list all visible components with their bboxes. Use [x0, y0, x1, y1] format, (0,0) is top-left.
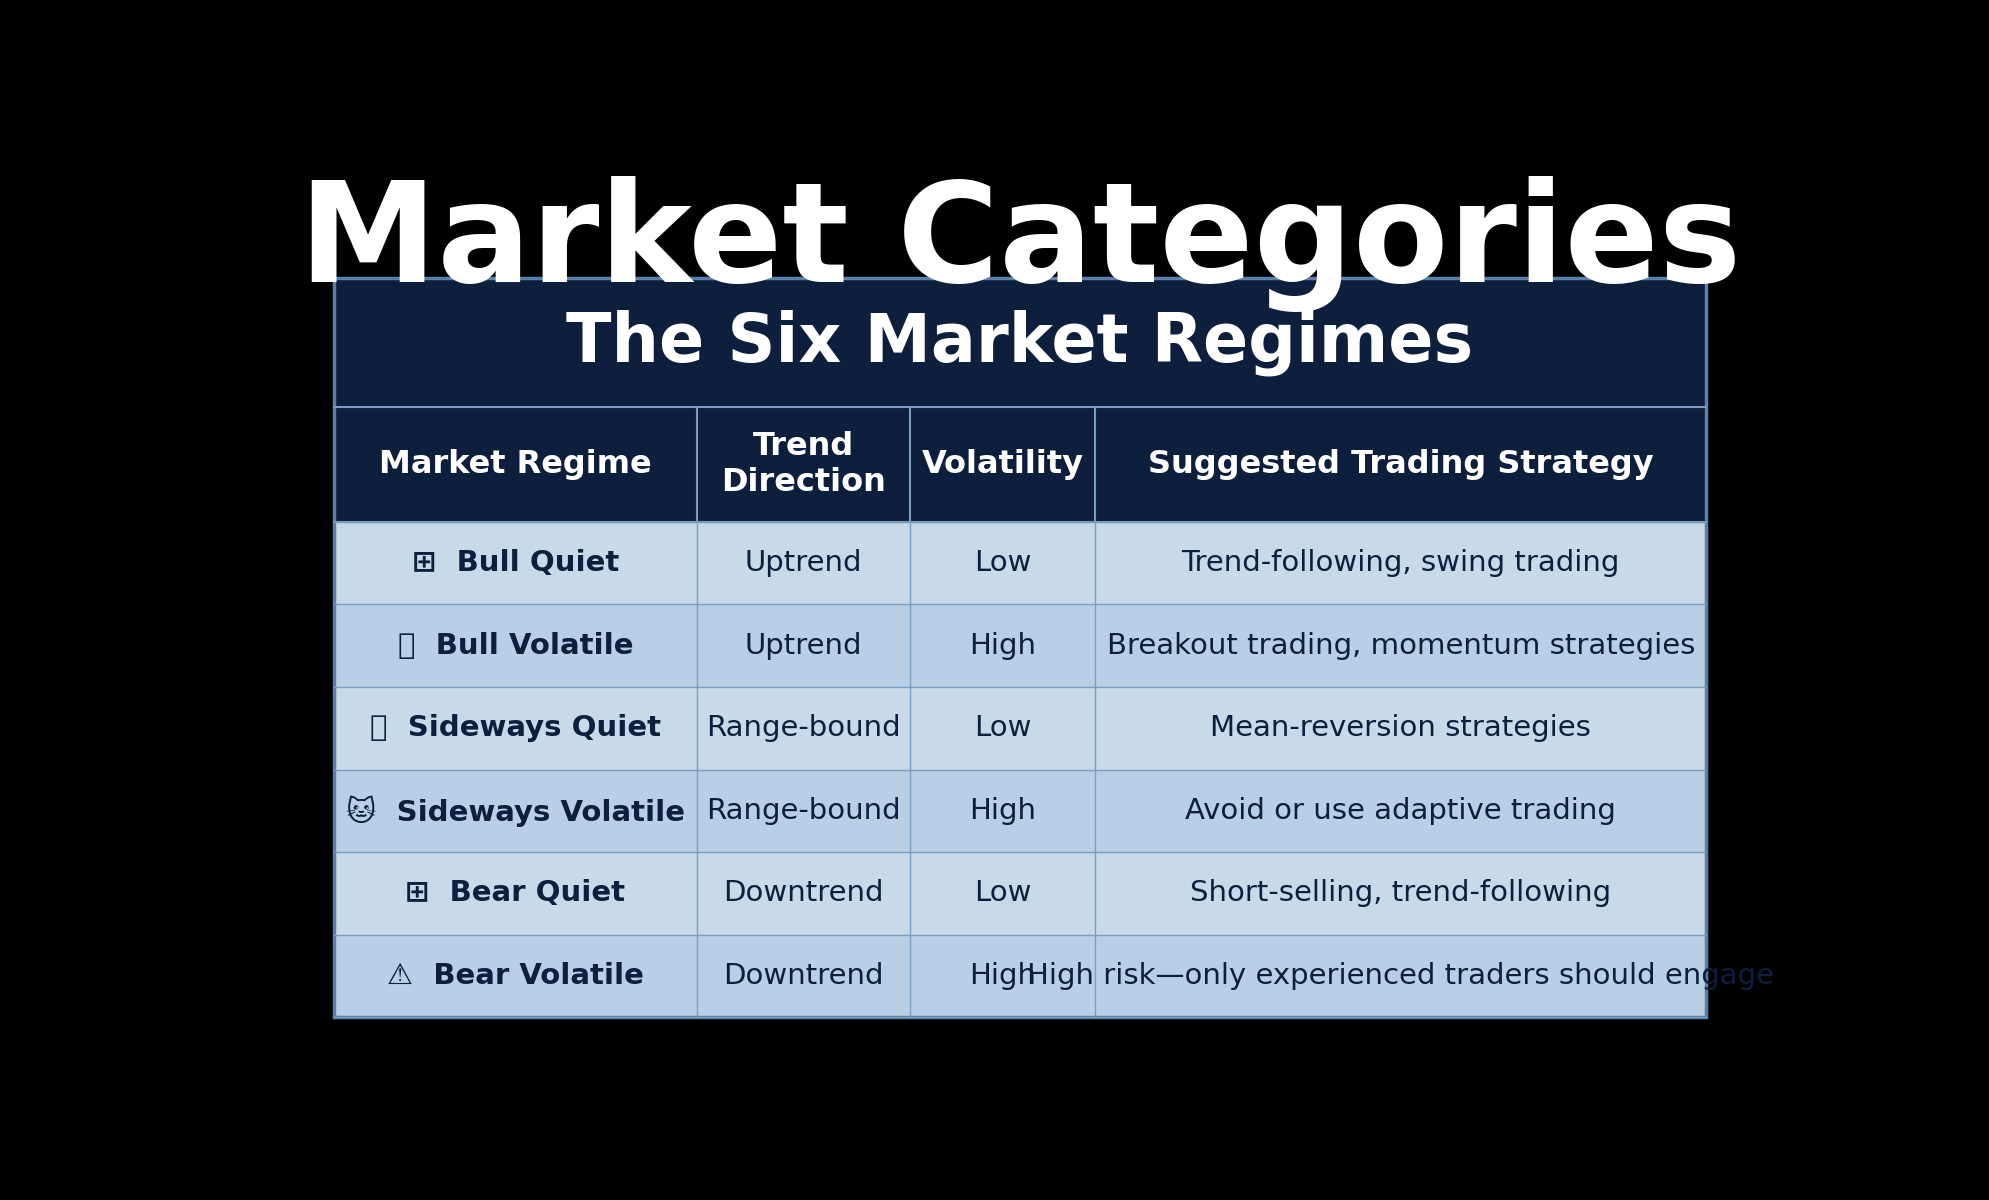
Bar [334, 688, 1705, 769]
Text: ⊞  Bear Quiet: ⊞ Bear Quiet [406, 880, 625, 907]
Bar [334, 522, 1705, 605]
Text: ⊞  Bull Quiet: ⊞ Bull Quiet [412, 550, 619, 577]
Text: Downtrend: Downtrend [724, 962, 883, 990]
Text: ⧈  Sideways Quiet: ⧈ Sideways Quiet [370, 714, 660, 743]
Text: Trend
Direction: Trend Direction [720, 431, 885, 498]
Bar [334, 407, 1705, 522]
Text: Uptrend: Uptrend [744, 631, 861, 660]
Bar [334, 605, 1705, 688]
Text: Avoid or use adaptive trading: Avoid or use adaptive trading [1185, 797, 1615, 824]
Bar [334, 278, 1705, 1018]
Text: Low: Low [973, 880, 1030, 907]
Text: Trend-following, swing trading: Trend-following, swing trading [1181, 550, 1619, 577]
Bar [334, 852, 1705, 935]
Text: Volatility: Volatility [921, 449, 1084, 480]
Text: Downtrend: Downtrend [724, 880, 883, 907]
Text: Mean-reversion strategies: Mean-reversion strategies [1209, 714, 1591, 743]
Text: Market Regime: Market Regime [380, 449, 652, 480]
Text: Short-selling, trend-following: Short-selling, trend-following [1189, 880, 1611, 907]
Text: High: High [969, 962, 1036, 990]
Bar [334, 278, 1705, 407]
Text: 🐱  Sideways Volatile: 🐱 Sideways Volatile [346, 796, 684, 827]
Text: ⚠  Bear Volatile: ⚠ Bear Volatile [386, 962, 644, 990]
Text: Suggested Trading Strategy: Suggested Trading Strategy [1148, 449, 1653, 480]
Text: 🚀  Bull Volatile: 🚀 Bull Volatile [398, 631, 633, 660]
Bar [334, 935, 1705, 1018]
Text: Low: Low [973, 714, 1030, 743]
Bar [334, 769, 1705, 852]
Text: Market Categories: Market Categories [298, 176, 1740, 312]
Text: High: High [969, 797, 1036, 824]
Text: Breakout trading, momentum strategies: Breakout trading, momentum strategies [1106, 631, 1695, 660]
Text: Range-bound: Range-bound [706, 714, 901, 743]
Text: The Six Market Regimes: The Six Market Regimes [567, 310, 1472, 376]
Text: Uptrend: Uptrend [744, 550, 861, 577]
Text: High risk—only experienced traders should engage: High risk—only experienced traders shoul… [1026, 962, 1774, 990]
Text: Low: Low [973, 550, 1030, 577]
Text: High: High [969, 631, 1036, 660]
Text: Range-bound: Range-bound [706, 797, 901, 824]
